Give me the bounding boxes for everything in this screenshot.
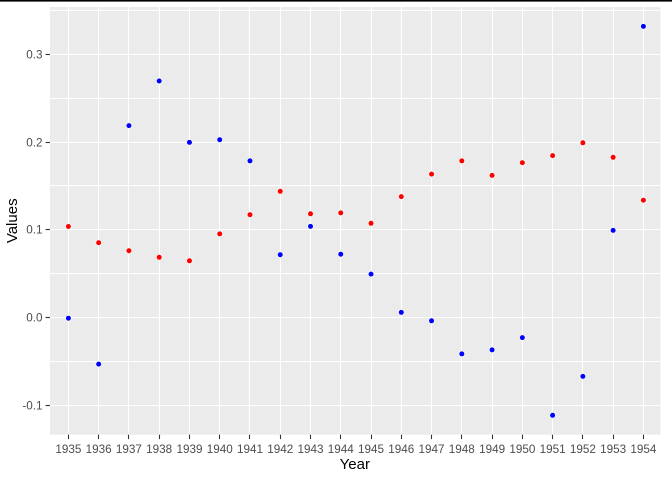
svg-text:0.1: 0.1 — [26, 224, 42, 237]
svg-text:0.2: 0.2 — [26, 137, 42, 150]
svg-text:1942: 1942 — [267, 443, 293, 456]
svg-text:-0.1: -0.1 — [22, 400, 42, 413]
svg-text:1938: 1938 — [146, 443, 172, 456]
svg-text:1941: 1941 — [237, 443, 263, 456]
svg-text:1954: 1954 — [630, 443, 657, 456]
svg-text:1936: 1936 — [86, 443, 112, 456]
svg-text:0.0: 0.0 — [26, 312, 43, 325]
svg-text:1939: 1939 — [176, 443, 202, 456]
svg-text:1947: 1947 — [419, 443, 445, 456]
svg-text:1944: 1944 — [328, 443, 355, 456]
svg-text:1945: 1945 — [358, 443, 385, 456]
svg-text:1950: 1950 — [509, 443, 536, 456]
svg-text:1946: 1946 — [388, 443, 414, 456]
svg-text:1951: 1951 — [540, 443, 566, 456]
svg-text:1948: 1948 — [449, 443, 475, 456]
svg-text:1943: 1943 — [298, 443, 324, 456]
svg-text:Values: Values — [4, 198, 21, 243]
svg-text:1949: 1949 — [479, 443, 505, 456]
svg-text:1937: 1937 — [116, 443, 142, 456]
svg-text:0.3: 0.3 — [26, 49, 42, 62]
svg-text:Year: Year — [340, 456, 370, 473]
svg-text:1952: 1952 — [570, 443, 596, 456]
svg-text:1940: 1940 — [207, 443, 234, 456]
svg-text:1953: 1953 — [600, 443, 626, 456]
svg-text:1935: 1935 — [55, 443, 82, 456]
